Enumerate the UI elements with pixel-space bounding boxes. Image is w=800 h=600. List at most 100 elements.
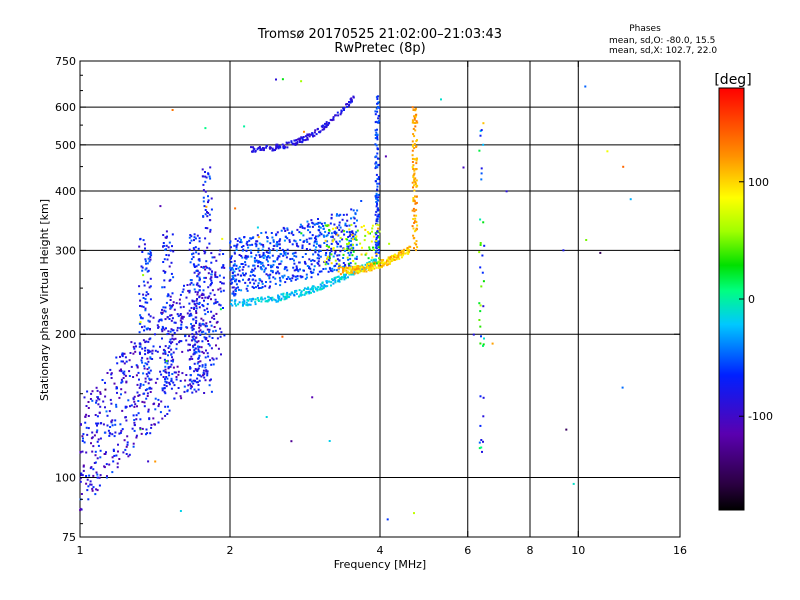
data-point (192, 318, 195, 321)
data-point (95, 471, 98, 474)
data-point (262, 257, 265, 259)
colorbar-label: [deg] (714, 72, 751, 88)
data-point (365, 270, 368, 273)
data-point (266, 240, 269, 243)
data-point (339, 113, 342, 116)
data-point (376, 218, 378, 221)
data-point (87, 427, 90, 430)
data-point (198, 240, 201, 243)
data-point (86, 478, 89, 481)
data-point (210, 347, 213, 350)
data-point (275, 300, 278, 303)
data-point (209, 320, 212, 323)
data-point (147, 340, 150, 343)
data-point (188, 335, 191, 338)
data-point (280, 297, 283, 300)
data-point (207, 340, 209, 342)
data-point (188, 302, 191, 305)
data-point (210, 363, 213, 366)
data-point (173, 308, 176, 311)
data-point (139, 383, 142, 386)
data-point (320, 222, 323, 225)
data-point (350, 217, 352, 220)
data-point (196, 302, 199, 305)
data-point (99, 422, 102, 425)
data-point (207, 297, 210, 300)
data-point (170, 328, 173, 331)
data-point (147, 269, 150, 272)
data-point (96, 389, 99, 392)
data-point (80, 472, 83, 475)
data-point (364, 253, 367, 256)
data-point (295, 265, 298, 268)
data-point (562, 249, 565, 252)
data-point (142, 372, 145, 375)
data-point (158, 318, 161, 321)
data-point (384, 155, 387, 158)
data-point (208, 335, 211, 338)
data-point (120, 388, 123, 391)
data-point (139, 299, 142, 302)
data-point (412, 121, 415, 124)
data-point (377, 243, 380, 246)
data-point (377, 264, 380, 267)
x-tick-label: 2 (227, 544, 234, 557)
data-point (482, 305, 485, 308)
data-point (415, 159, 418, 162)
data-point (193, 308, 195, 310)
data-point (264, 285, 267, 288)
data-point (201, 168, 204, 171)
data-point (268, 275, 271, 278)
data-point (319, 286, 322, 289)
data-point (97, 422, 99, 425)
data-point (220, 266, 223, 269)
data-point (246, 240, 249, 243)
data-point (196, 368, 199, 371)
data-point (388, 242, 391, 245)
data-point (339, 276, 342, 279)
data-point (164, 270, 167, 273)
data-point (177, 370, 180, 373)
data-point (297, 245, 300, 248)
data-point (260, 232, 263, 234)
data-point (196, 270, 199, 273)
data-point (330, 281, 333, 284)
data-point (405, 248, 408, 251)
data-point (159, 356, 162, 359)
data-point (269, 280, 272, 283)
data-point (335, 214, 338, 217)
data-point (139, 345, 142, 348)
data-point (171, 334, 174, 337)
data-point (256, 234, 259, 237)
data-point (235, 304, 238, 307)
data-point (203, 373, 206, 376)
data-point (374, 243, 377, 246)
data-point (199, 329, 202, 332)
data-point (273, 149, 276, 151)
data-point (341, 266, 344, 269)
data-point (316, 257, 319, 260)
data-point (142, 305, 145, 308)
data-point (291, 243, 294, 246)
data-point (384, 262, 387, 265)
data-point (299, 239, 302, 241)
data-point (146, 281, 149, 284)
data-point (169, 338, 172, 341)
data-point (101, 379, 104, 381)
data-point (308, 258, 311, 261)
data-point (363, 270, 366, 273)
data-point (309, 288, 312, 291)
data-point (159, 411, 162, 414)
data-point (319, 130, 322, 133)
data-point (164, 380, 167, 383)
data-point (213, 302, 216, 305)
data-point (293, 239, 296, 242)
data-point (204, 190, 207, 193)
data-point (141, 251, 144, 253)
data-point (220, 353, 222, 356)
data-point (136, 405, 138, 408)
data-point (257, 260, 260, 263)
data-point (166, 235, 168, 238)
data-point (258, 261, 261, 264)
data-point (370, 262, 373, 265)
